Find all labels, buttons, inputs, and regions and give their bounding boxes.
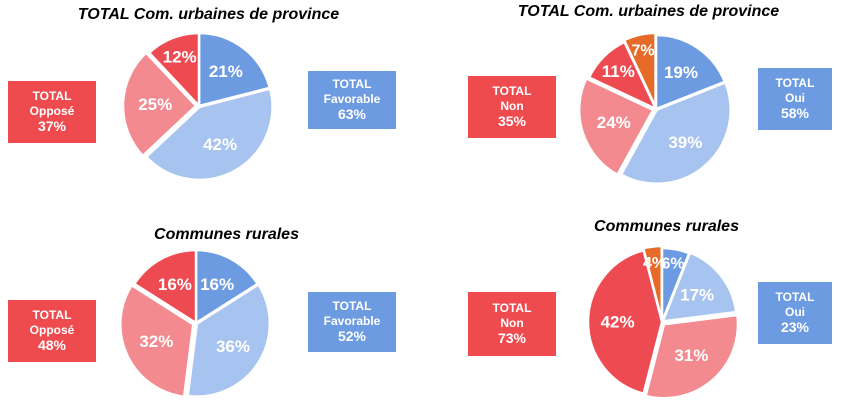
pie-slice bbox=[577, 76, 655, 177]
pie-slice-label: 21% bbox=[209, 62, 243, 81]
pie-slice-label: 32% bbox=[139, 332, 173, 351]
box-label-line1: TOTAL bbox=[332, 299, 372, 314]
pie-slice-label: 39% bbox=[668, 133, 702, 152]
pie-slice bbox=[586, 248, 664, 396]
pie-slice bbox=[121, 50, 198, 158]
box-label-line1: TOTAL bbox=[775, 76, 815, 91]
chart-title: TOTAL Com. urbaines de province bbox=[517, 3, 780, 20]
chart-panel-rural-oui: Communes rurales TOTAL Non 73% TOTAL Oui… bbox=[424, 204, 849, 408]
box-label-line2: Opposé bbox=[29, 322, 75, 337]
total-non-box: TOTAL Non 73% bbox=[468, 292, 556, 356]
box-value: 58% bbox=[780, 104, 810, 121]
box-value: 23% bbox=[780, 318, 810, 335]
pie-slice-label: 19% bbox=[664, 63, 698, 82]
box-value: 52% bbox=[337, 327, 367, 344]
box-value: 48% bbox=[37, 336, 67, 353]
chart-title: Communes rurales bbox=[154, 226, 299, 243]
total-favorable-box: TOTAL Favorable 52% bbox=[308, 292, 396, 352]
box-label-line1: TOTAL bbox=[332, 77, 372, 92]
box-label-line2: Oui bbox=[785, 90, 805, 105]
box-value: 35% bbox=[497, 112, 527, 129]
pie-slice bbox=[132, 248, 198, 326]
box-value: 37% bbox=[37, 117, 67, 134]
pie-slice bbox=[654, 33, 727, 111]
total-oui-box: TOTAL Oui 58% bbox=[758, 68, 832, 130]
pie-chart: 19% 39% 24% 11% 7% bbox=[577, 31, 732, 185]
pie-chart: 21% 42% 25% 12% bbox=[121, 31, 274, 182]
pie-slice bbox=[660, 250, 738, 323]
box-label-line2: Non bbox=[500, 315, 524, 330]
total-oppose-box: TOTAL Opposé 37% bbox=[8, 81, 96, 143]
pie-slice bbox=[644, 313, 740, 400]
chart-panel-urban-favorable: TOTAL Com. urbaines de province TOTAL Op… bbox=[0, 0, 425, 204]
pie-slice bbox=[641, 244, 663, 321]
pie-slice bbox=[197, 31, 272, 108]
box-label-line2: Oui bbox=[785, 304, 805, 319]
pie-slice bbox=[144, 87, 274, 182]
pie-slice bbox=[622, 31, 657, 108]
chart-title: TOTAL Com. urbaines de province bbox=[77, 6, 340, 23]
total-oui-box: TOTAL Oui 23% bbox=[758, 282, 832, 344]
box-label-line1: TOTAL bbox=[775, 290, 815, 305]
pie-slice-label: 36% bbox=[216, 337, 250, 356]
box-value: 63% bbox=[337, 105, 367, 122]
pie-slice-label: 25% bbox=[138, 95, 172, 114]
pie-slice-label: 24% bbox=[597, 113, 631, 132]
pie-chart: 16% 36% 32% 16% bbox=[119, 248, 272, 399]
chart-title: Communes rurales bbox=[594, 218, 739, 235]
pie-slice-label: 6% bbox=[662, 255, 685, 272]
chart-panel-rural-favorable: Communes rurales TOTAL Opposé 48% TOTAL … bbox=[0, 204, 425, 408]
pie-slice bbox=[119, 283, 195, 399]
pie-slice bbox=[619, 80, 732, 185]
pie-slice-label: 7% bbox=[632, 43, 655, 60]
box-label-line2: Opposé bbox=[29, 103, 75, 118]
pie-slice-label: 17% bbox=[680, 285, 714, 304]
pie-slice-label: 4% bbox=[643, 255, 666, 272]
pie-slice bbox=[194, 248, 260, 326]
box-label-line1: TOTAL bbox=[32, 89, 72, 104]
pie-slice-label: 16% bbox=[158, 275, 192, 294]
pie-slice bbox=[147, 31, 201, 110]
pie-slice-label: 16% bbox=[200, 275, 234, 294]
box-label-line1: TOTAL bbox=[492, 84, 532, 99]
box-label-line2: Non bbox=[500, 98, 524, 113]
pie-slice-label: 42% bbox=[203, 135, 237, 154]
box-label-line1: TOTAL bbox=[32, 308, 72, 323]
total-favorable-box: TOTAL Favorable 63% bbox=[308, 71, 396, 129]
chart-panel-urban-oui: TOTAL Com. urbaines de province TOTAL No… bbox=[424, 0, 849, 204]
pie-slice-label: 42% bbox=[601, 313, 635, 332]
pie-slice-label: 11% bbox=[602, 62, 635, 81]
box-label-line1: TOTAL bbox=[492, 301, 532, 316]
pie-slice-label: 31% bbox=[674, 346, 708, 365]
total-oppose-box: TOTAL Opposé 48% bbox=[8, 300, 96, 362]
pie-slice-label: 12% bbox=[163, 48, 197, 67]
total-non-box: TOTAL Non 35% bbox=[468, 76, 556, 138]
pie-chart: 6% 17% 31% 42% 4% bbox=[586, 244, 740, 400]
box-label-line2: Favorable bbox=[323, 313, 381, 328]
pie-slice bbox=[186, 282, 272, 398]
box-label-line2: Favorable bbox=[323, 91, 381, 106]
box-value: 73% bbox=[497, 329, 527, 346]
